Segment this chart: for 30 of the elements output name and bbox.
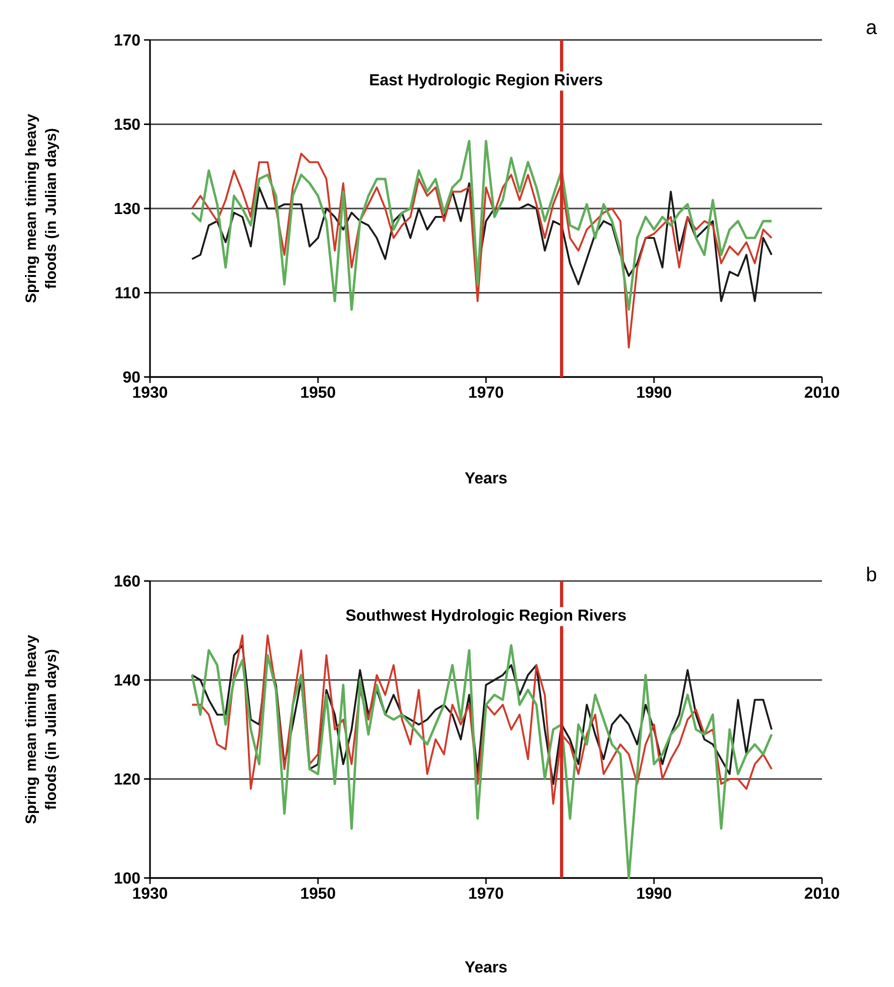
line-series [190,140,773,311]
x-axis-title: Years [464,961,507,973]
x-tick-label: 1970 [469,386,504,398]
x-tick-label: 1930 [133,888,168,899]
y-tick-label: 140 [114,674,140,686]
x-axis-title: Years [464,472,507,484]
y-axis-title: Spring mean timing heavy floods (in Julian days) [25,634,59,824]
x-tick-label: 1950 [301,888,336,899]
line-series [191,634,773,805]
y-tick-label: 160 [114,575,140,587]
y-axis-title: Spring mean timing heavy floods (in Julian days) [25,114,59,303]
x-tick-label: 1930 [133,386,168,398]
x-tick-label: 2010 [804,386,840,398]
x-tick-label: 1950 [301,386,336,398]
x-tick-label: 1990 [637,888,672,899]
x-tick-label: 1990 [637,386,672,398]
text: Southwest Hydrologic Region Rivers [346,609,626,624]
x-tick-label: 2010 [804,888,840,899]
x-tick-label: 1970 [469,888,504,899]
y-tick-label: 120 [114,773,140,785]
y-tick-label: 90 [123,371,140,383]
y-tick-label: 130 [114,202,140,214]
text: East Hydrologic Region Rivers [370,74,602,89]
text: a [866,23,877,34]
y-tick-label: 100 [114,872,140,884]
y-tick-label: 150 [114,118,140,130]
line-series [191,152,773,348]
text: b [867,566,876,582]
y-tick-label: 110 [116,287,140,298]
y-tick-label: 170 [114,34,140,46]
